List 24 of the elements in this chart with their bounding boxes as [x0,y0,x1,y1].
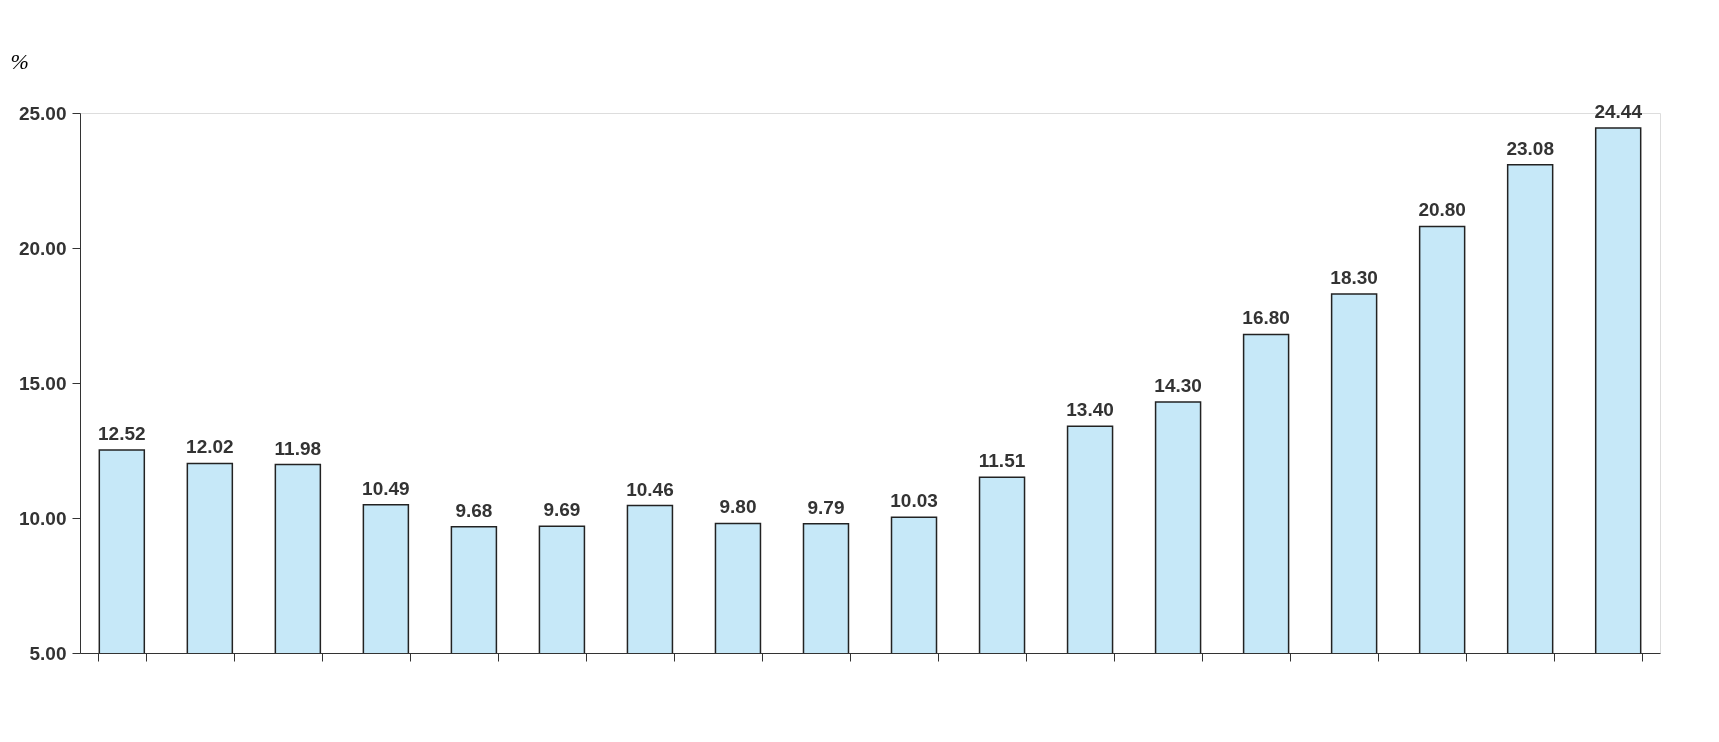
y-tick-label: 15.00 [18,372,67,394]
data-label: 20.80 [1418,199,1466,221]
y-tick-label: 20.00 [18,237,67,259]
data-label: 11.51 [978,450,1026,472]
y-tick-label: 25.00 [18,102,67,124]
data-label: 18.30 [1330,266,1378,288]
data-label: 12.52 [98,422,146,444]
data-label: 9.80 [719,496,757,518]
data-label: 9.68 [455,499,493,521]
y-axis-title: % [10,48,29,74]
data-label: 16.80 [1242,307,1290,329]
data-label: 12.02 [186,436,234,458]
data-label: 10.03 [890,490,938,512]
data-label: 10.49 [362,477,410,499]
y-tick-label: 5.00 [29,642,67,664]
data-label: 9.79 [807,496,845,518]
data-label: 24.44 [1594,101,1643,123]
data-label: 10.46 [626,478,674,500]
data-label: 14.30 [1154,374,1202,396]
data-label: 13.40 [1066,399,1114,421]
y-tick-label: 10.00 [18,507,67,529]
data-label: 9.69 [543,499,581,521]
data-label: 11.98 [274,437,322,459]
data-label: 23.08 [1506,137,1554,159]
